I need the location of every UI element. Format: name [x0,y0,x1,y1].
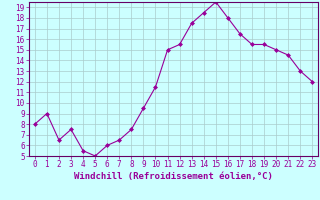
X-axis label: Windchill (Refroidissement éolien,°C): Windchill (Refroidissement éolien,°C) [74,172,273,181]
